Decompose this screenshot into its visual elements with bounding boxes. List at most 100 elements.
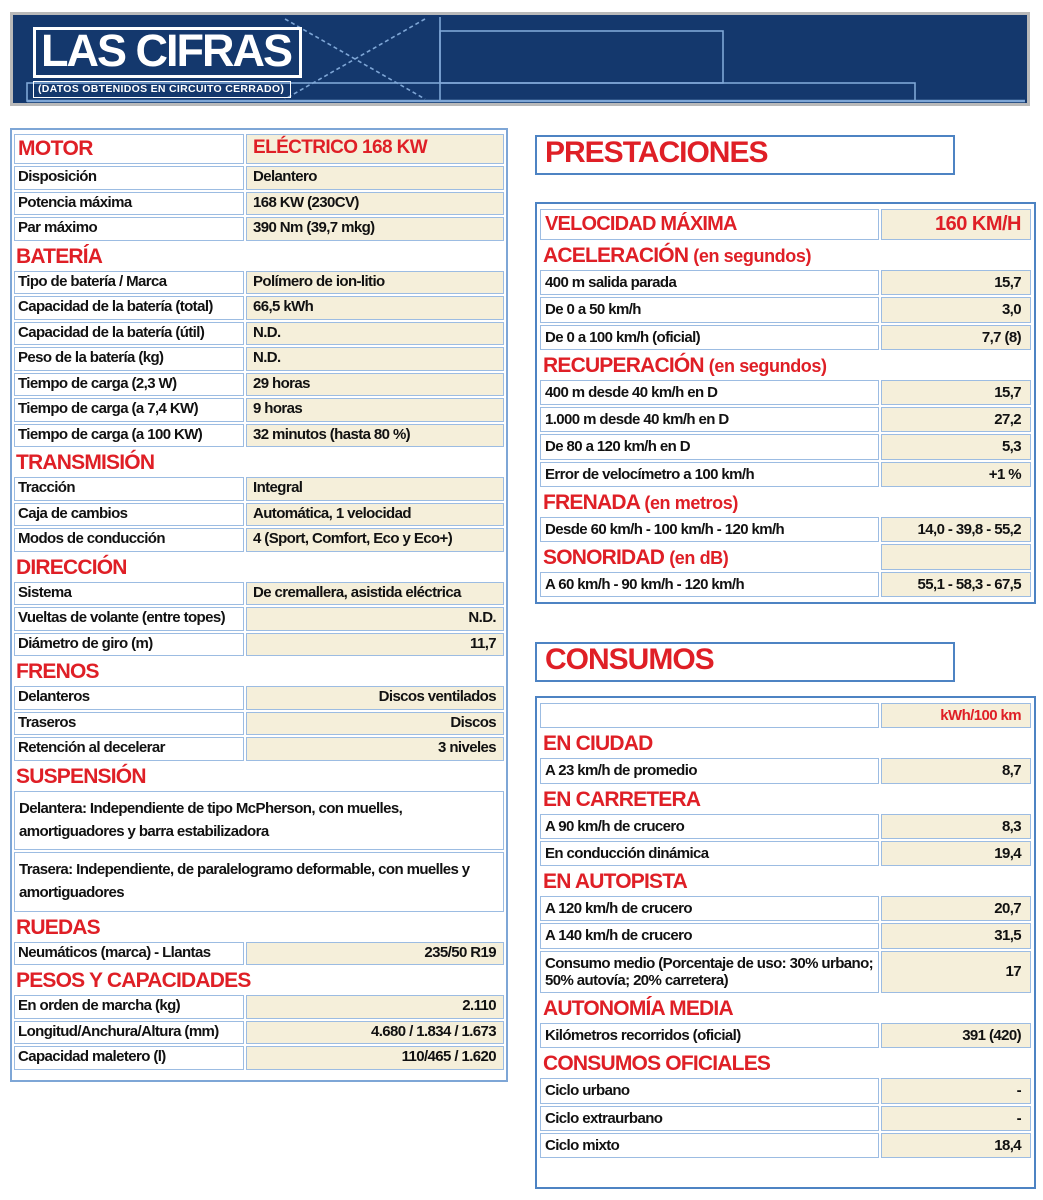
spec-row: Capacidad de la batería (total) 66,5 kWh <box>14 296 504 320</box>
row-value: 7,7 (8) <box>881 324 1031 350</box>
section-header-row: FRENADA (en metros) <box>540 489 1031 515</box>
prestaciones-title-box: PRESTACIONES <box>535 135 955 175</box>
section-title: DIRECCIÓN <box>16 555 127 579</box>
section-header-row: CONSUMOS OFICIALES <box>540 1050 1031 1076</box>
row-value: 15,7 <box>881 379 1031 405</box>
row-label: Par máximo <box>14 217 244 241</box>
section-title: AUTONOMÍA MEDIA <box>543 997 734 1020</box>
table-row: Ciclo mixto 18,4 <box>540 1132 1031 1158</box>
table-row: A 120 km/h de crucero 20,7 <box>540 896 1031 922</box>
spec-row: Diámetro de giro (m) 11,7 <box>14 632 504 657</box>
row-label: Retención al decelerar <box>14 737 244 761</box>
row-label: Tracción <box>14 477 244 501</box>
row-label: Peso de la batería (kg) <box>14 347 244 371</box>
row-label: Traseros <box>14 711 244 736</box>
spec-row: Tiempo de carga (a 100 KW) 32 minutos (ha… <box>14 423 504 448</box>
table-row: Ciclo urbano - <box>540 1078 1031 1104</box>
table-row: Ciclo extraurbano - <box>540 1105 1031 1131</box>
section-title: CONSUMOS OFICIALES <box>543 1052 771 1076</box>
row-value: N.D. <box>246 607 504 631</box>
spec-row: Peso de la batería (kg) N.D. <box>14 347 504 371</box>
table-row: Kilómetros recorridos (oficial) 391 (420) <box>540 1023 1031 1049</box>
table-row: Error de velocímetro a 100 km/h +1 % <box>540 461 1031 487</box>
page-title: LAS CIFRAS <box>41 25 293 76</box>
row-label: 400 m desde 40 km/h en D <box>540 379 879 405</box>
row-label: En conducción dinámica <box>540 840 879 866</box>
row-value: - <box>881 1078 1031 1104</box>
row-label: A 90 km/h de crucero <box>540 813 879 839</box>
banner-subtitle: (DATOS OBTENIDOS EN CIRCUITO CERRADO) <box>33 81 292 98</box>
row-label: A 140 km/h de crucero <box>540 923 879 949</box>
section-title-suffix: (en segundos) <box>708 355 827 376</box>
table-row: A 60 km/h - 90 km/h - 120 km/h 55,1 - 58,… <box>540 572 1031 598</box>
consumos-table: kWh/100 km EN CIUDAD A 23 km/h de promedio… <box>535 696 1036 1189</box>
row-label: De 0 a 100 km/h (oficial) <box>540 324 879 350</box>
row-label: Capacidad maletero (l) <box>14 1046 244 1070</box>
row-value: 8,7 <box>881 758 1031 784</box>
section-header-row: EN AUTOPISTA <box>540 868 1031 894</box>
spec-row: Par máximo 390 Nm (39,7 mkg) <box>14 217 504 241</box>
spec-row: Neumáticos (marca) - Llantas 235/50 R19 <box>14 941 504 966</box>
row-value: Integral <box>246 477 504 501</box>
row-value: 55,1 - 58,3 - 67,5 <box>881 572 1031 598</box>
section-header-row: EN CARRETERA <box>540 786 1031 812</box>
row-label: En orden de marcha (kg) <box>14 995 244 1019</box>
section-title: SONORIDAD (en dB) <box>543 546 729 569</box>
row-value: Discos ventilados <box>246 686 504 710</box>
unit-header-cell: kWh/100 km <box>881 703 1031 729</box>
row-value: 4.680 / 1.834 / 1.673 <box>246 1020 504 1045</box>
section-title: RECUPERACIÓN (en segundos) <box>543 353 827 377</box>
row-label: Potencia máxima <box>14 191 244 216</box>
spec-row: Traseros Discos <box>14 711 504 736</box>
section-header-row: AUTONOMÍA MEDIA <box>540 995 1031 1021</box>
row-label: 1.000 m desde 40 km/h en D <box>540 407 879 433</box>
row-label: VELOCIDAD MÁXIMA <box>540 209 879 240</box>
row-value: 390 Nm (39,7 mkg) <box>246 217 504 241</box>
row-value: 8,3 <box>881 813 1031 839</box>
row-label: Sistema <box>14 581 244 606</box>
section-title: PESOS Y CAPACIDADES <box>16 969 251 993</box>
row-label: Desde 60 km/h - 100 km/h - 120 km/h <box>540 516 879 542</box>
row-label: Capacidad de la batería (útil) <box>14 321 244 346</box>
row-label: Longitud/Anchura/Altura (mm) <box>14 1020 244 1045</box>
row-label: A 120 km/h de crucero <box>540 896 879 922</box>
left-column: MOTOR ELÉCTRICO 168 KW Disposición Delanter… <box>10 128 508 1189</box>
row-label: De 80 a 120 km/h en D <box>540 434 879 460</box>
table-row: De 0 a 100 km/h (oficial) 7,7 (8) <box>540 324 1031 350</box>
row-value: 4 (Sport, Comfort, Eco y Eco+) <box>246 528 504 552</box>
prestaciones-table: VELOCIDAD MÁXIMA 160 KM/H ACELERACIÓN (en … <box>535 202 1036 605</box>
spec-row: Vueltas de volante (entre topes) N.D. <box>14 607 504 631</box>
row-value: 110/465 / 1.620 <box>246 1046 504 1070</box>
table-bottom-spacer <box>540 1160 1031 1184</box>
row-label: Caja de cambios <box>14 502 244 527</box>
row-value: 32 minutos (hasta 80 %) <box>246 423 504 448</box>
row-value: 3 niveles <box>246 737 504 761</box>
table-row: A 23 km/h de promedio 8,7 <box>540 758 1031 784</box>
section-header-value: ELÉCTRICO 168 KW <box>246 134 504 165</box>
table-row: De 0 a 50 km/h 3,0 <box>540 297 1031 323</box>
spec-row: Disposición Delantero <box>14 166 504 190</box>
row-label: Delanteros <box>14 686 244 710</box>
top-spec-row: VELOCIDAD MÁXIMA 160 KM/H <box>540 209 1031 240</box>
spec-row: Tipo de batería / Marca Polímero de ion-l… <box>14 270 504 295</box>
row-value: 17 <box>881 950 1031 993</box>
spec-row: Longitud/Anchura/Altura (mm) 4.680 / 1.83… <box>14 1020 504 1045</box>
spec-row: Capacidad maletero (l) 110/465 / 1.620 <box>14 1046 504 1070</box>
row-value: +1 % <box>881 461 1031 487</box>
section-title: FRENADA (en metros) <box>543 490 738 514</box>
row-value: 5,3 <box>881 434 1031 460</box>
table-row: A 90 km/h de crucero 8,3 <box>540 813 1031 839</box>
section-title-suffix: (en dB) <box>669 548 729 568</box>
row-value: N.D. <box>246 321 504 346</box>
empty-cell <box>540 703 879 729</box>
section-header-row: SONORIDAD (en dB) <box>540 544 1031 570</box>
row-value: 14,0 - 39,8 - 55,2 <box>881 516 1031 542</box>
row-label: Ciclo mixto <box>540 1132 879 1158</box>
spec-row: Tracción Integral <box>14 477 504 501</box>
row-value: 11,7 <box>246 632 504 657</box>
spec-row: Tiempo de carga (2,3 W) 29 horas <box>14 372 504 397</box>
row-value: Automática, 1 velocidad <box>246 502 504 527</box>
section-title: ACELERACIÓN (en segundos) <box>543 244 812 267</box>
row-label: Diámetro de giro (m) <box>14 632 244 657</box>
spec-row: Tiempo de carga (a 7,4 KW) 9 horas <box>14 398 504 422</box>
